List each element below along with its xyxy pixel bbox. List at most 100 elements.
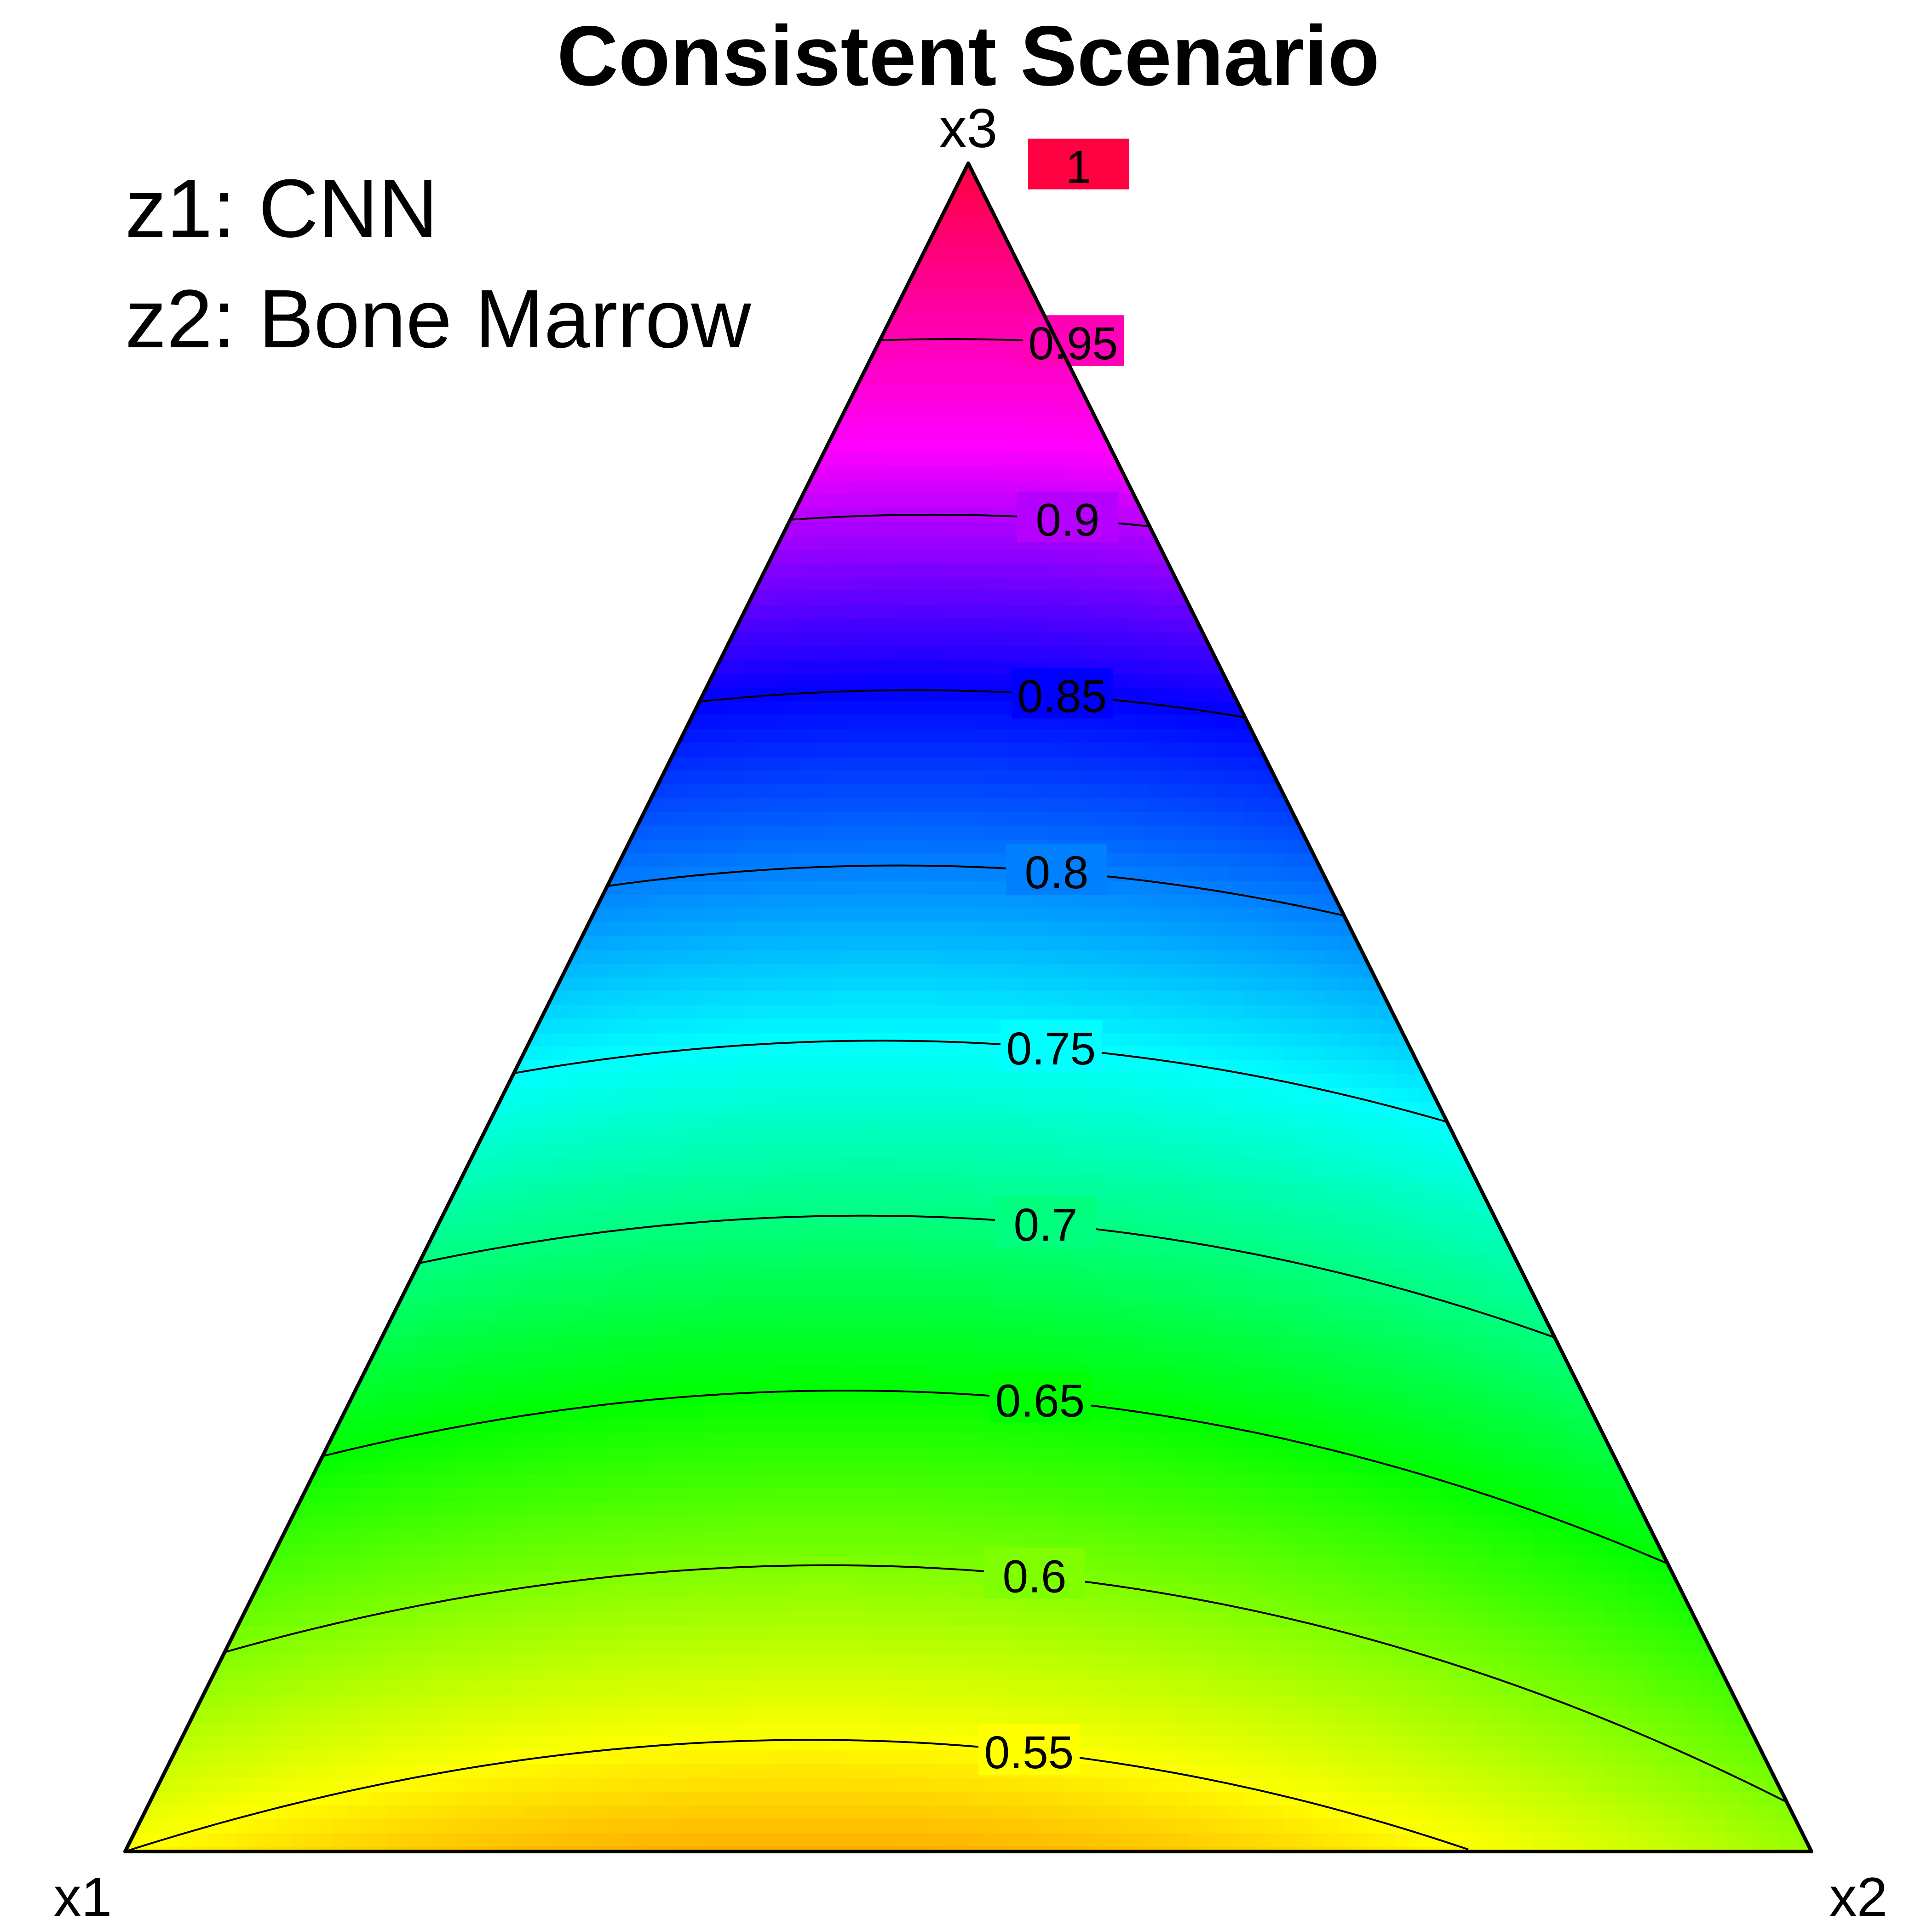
color-field-cell (263, 260, 277, 274)
color-field-cell (236, 564, 250, 578)
color-field-cell (1202, 564, 1216, 578)
color-field-cell (1657, 370, 1671, 385)
color-field-cell (677, 205, 691, 219)
color-field-cell (1215, 632, 1230, 647)
color-field-cell (1602, 494, 1616, 509)
color-field-cell (636, 246, 650, 260)
color-field-cell (870, 605, 885, 619)
color-field-cell (581, 564, 595, 578)
color-field-cell (1367, 370, 1381, 385)
color-field-cell (484, 384, 498, 398)
color-field-cell (719, 494, 733, 509)
color-field-cell (484, 467, 498, 481)
color-field-cell (1133, 564, 1147, 578)
color-field-cell (167, 674, 181, 688)
color-field-cell (1202, 301, 1216, 316)
color-field-cell (1422, 426, 1437, 440)
color-field-cell (512, 632, 526, 647)
color-field-cell (1367, 329, 1381, 343)
color-field-cell (470, 191, 484, 205)
color-field-cell (222, 702, 236, 716)
color-field-cell (857, 591, 871, 605)
color-field-cell (1409, 218, 1423, 233)
color-field-cell (815, 246, 829, 260)
color-field-cell (360, 439, 374, 454)
color-field-cell (401, 674, 415, 688)
color-field-cell (1284, 591, 1299, 605)
color-field-cell (1340, 301, 1354, 316)
color-field-cell (277, 426, 291, 440)
color-field-cell (1022, 191, 1036, 205)
color-field-cell (236, 494, 250, 509)
color-field-cell (760, 163, 774, 178)
color-field-cell (1781, 481, 1795, 495)
color-field-cell (912, 218, 926, 233)
color-field-cell (1036, 439, 1050, 454)
color-field-cell (1036, 646, 1050, 661)
color-field-cell (360, 702, 374, 716)
color-field-cell (884, 356, 898, 371)
color-field-cell (1229, 536, 1243, 550)
color-field-cell (1395, 205, 1409, 219)
color-field-cell (788, 702, 802, 716)
color-field-cell (1353, 674, 1368, 688)
color-field-cell (1685, 384, 1699, 398)
color-field-cell (594, 453, 609, 467)
color-field-cell (1271, 591, 1285, 605)
color-field-cell (926, 343, 940, 357)
color-field-cell (1547, 453, 1561, 467)
color-field-cell (1202, 343, 1216, 357)
color-field-cell (1091, 218, 1105, 233)
color-field-cell (608, 384, 622, 398)
color-field-cell (346, 577, 360, 592)
color-field-cell (1091, 246, 1105, 260)
color-field-cell (719, 246, 733, 260)
color-field-cell (1340, 398, 1354, 412)
color-field-cell (1312, 632, 1326, 647)
color-field-cell (857, 191, 871, 205)
color-field-cell (1560, 356, 1575, 371)
color-field-cell (1629, 467, 1644, 481)
color-field-cell (1602, 453, 1616, 467)
color-field-cell (981, 426, 995, 440)
color-field-cell (1298, 439, 1312, 454)
color-field-cell (1629, 315, 1644, 329)
color-field-cell (567, 384, 581, 398)
color-field-cell (194, 591, 208, 605)
color-field-cell (484, 232, 498, 247)
color-field-cell (1574, 232, 1588, 247)
color-field-cell (236, 522, 250, 536)
color-field-cell (650, 205, 664, 219)
color-field-cell (939, 591, 954, 605)
color-field-cell (1064, 564, 1078, 578)
color-field-cell (1436, 191, 1450, 205)
color-field-cell (691, 467, 705, 481)
color-field-cell (153, 398, 167, 412)
color-field-cell (498, 674, 512, 688)
color-field-cell (981, 494, 995, 509)
color-field-cell (953, 550, 967, 564)
color-field-cell (829, 453, 843, 467)
color-field-cell (1340, 218, 1354, 233)
color-field-cell (1767, 564, 1782, 578)
color-field-cell (443, 426, 457, 440)
color-field-cell (1726, 591, 1740, 605)
color-field-cell (456, 660, 471, 674)
color-field-cell (1243, 246, 1257, 260)
color-field-cell (898, 177, 912, 191)
color-field-cell (1312, 591, 1326, 605)
color-field-cell (581, 591, 595, 605)
color-field-cell (884, 564, 898, 578)
color-field-cell (484, 605, 498, 619)
color-field-cell (1229, 356, 1243, 371)
color-field-cell (774, 481, 788, 495)
color-field-cell (995, 398, 1009, 412)
color-field-cell (1574, 315, 1588, 329)
color-field-cell (981, 356, 995, 371)
color-field-cell (1629, 260, 1644, 274)
color-field-cell (1381, 191, 1395, 205)
color-field-cell (305, 508, 319, 523)
color-field-cell (1588, 467, 1602, 481)
color-field-cell (387, 467, 402, 481)
color-field-cell (663, 494, 678, 509)
